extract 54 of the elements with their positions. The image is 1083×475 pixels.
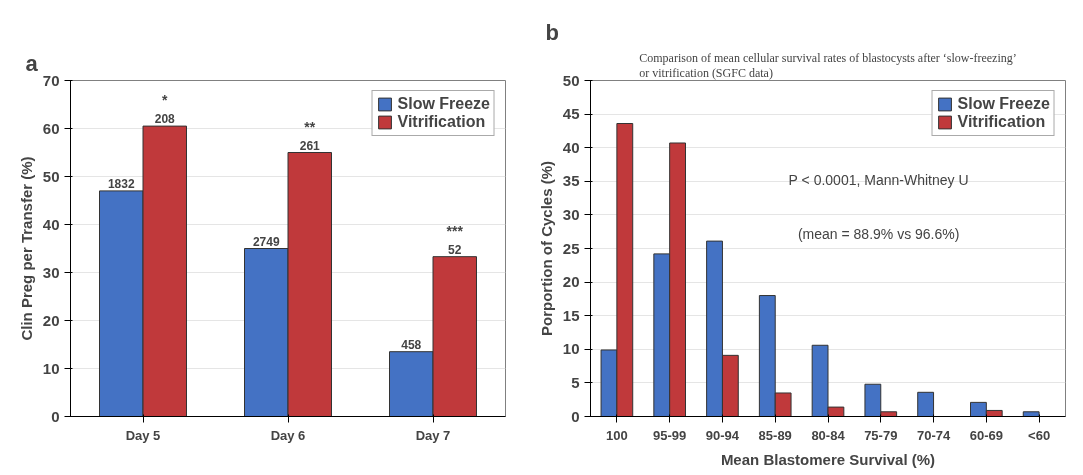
- x-tick-label: 60-69: [969, 427, 1003, 443]
- y-tick-label: 20: [562, 273, 580, 291]
- x-tick-label: 85-89: [758, 427, 792, 443]
- x-tick-label: 95-99: [653, 427, 687, 443]
- text: b: [545, 19, 559, 45]
- x-tick-label: 100: [606, 427, 628, 443]
- annotation: (mean = 88.9% vs 96.6%): [797, 225, 960, 242]
- annotation: **: [304, 118, 316, 135]
- x-tick-label: <60: [1028, 427, 1051, 443]
- y-tick-label: 35: [562, 172, 580, 190]
- y-tick-label: 60: [42, 119, 60, 137]
- y-tick-label: 10: [42, 359, 60, 377]
- legend-label: Slow Freeze: [957, 95, 1050, 113]
- y-tick-label: 0: [571, 407, 580, 425]
- x-tick-label: 75-79: [864, 427, 898, 443]
- legend-label: Vitrification: [957, 113, 1046, 131]
- y-tick-label: 10: [562, 340, 580, 358]
- annotation: 1832: [107, 176, 135, 191]
- text: a: [25, 50, 39, 76]
- y-tick-label: 40: [42, 215, 60, 233]
- x-tick-label: 90-94: [705, 427, 740, 443]
- bar: [917, 391, 935, 417]
- y-tick-label: 15: [562, 306, 580, 324]
- annotation: 2749: [252, 234, 280, 249]
- y-tick-label: 50: [42, 167, 60, 185]
- x-tick-label: Day 6: [270, 427, 306, 443]
- y-tick-label: 30: [42, 263, 60, 281]
- annotation: 261: [299, 138, 321, 153]
- x-axis-title: Mean Blastomere Survival (%): [720, 450, 936, 468]
- y-tick-label: 40: [562, 138, 580, 156]
- legend-label: Slow Freeze: [397, 95, 490, 113]
- x-tick-label: Day 5: [125, 427, 161, 443]
- y-tick-label: 20: [42, 311, 60, 329]
- y-tick-label: 5: [571, 373, 580, 391]
- annotation: P < 0.0001, Mann-Whitney U: [788, 172, 969, 189]
- legend-label: Vitrification: [397, 113, 486, 131]
- x-tick-label: 80-84: [811, 427, 846, 443]
- annotation: ***: [446, 222, 464, 239]
- y-tick-label: 70: [42, 71, 60, 89]
- y-tick-label: 30: [562, 205, 580, 223]
- y-tick-label: 45: [562, 105, 580, 123]
- y-axis-title: Porportion of Cycles (%): [537, 160, 555, 337]
- y-tick-label: 50: [562, 71, 580, 89]
- annotation: 52: [448, 242, 462, 257]
- chart-title: Comparison of mean cellular survival rates of blastocysts after ‘slow-freezing’ or vitrification (SGFC data): [639, 51, 1017, 81]
- annotation: 458: [401, 337, 422, 352]
- bar: [1022, 411, 1040, 417]
- y-tick-label: 0: [51, 407, 60, 425]
- annotation: 208: [154, 112, 176, 127]
- x-tick-label: Day 7: [415, 427, 451, 443]
- y-axis-title: Clin Preg per Transfer (%): [17, 156, 35, 341]
- annotation: *: [162, 92, 169, 109]
- y-tick-label: 25: [562, 239, 580, 257]
- x-tick-label: 70-74: [916, 427, 951, 443]
